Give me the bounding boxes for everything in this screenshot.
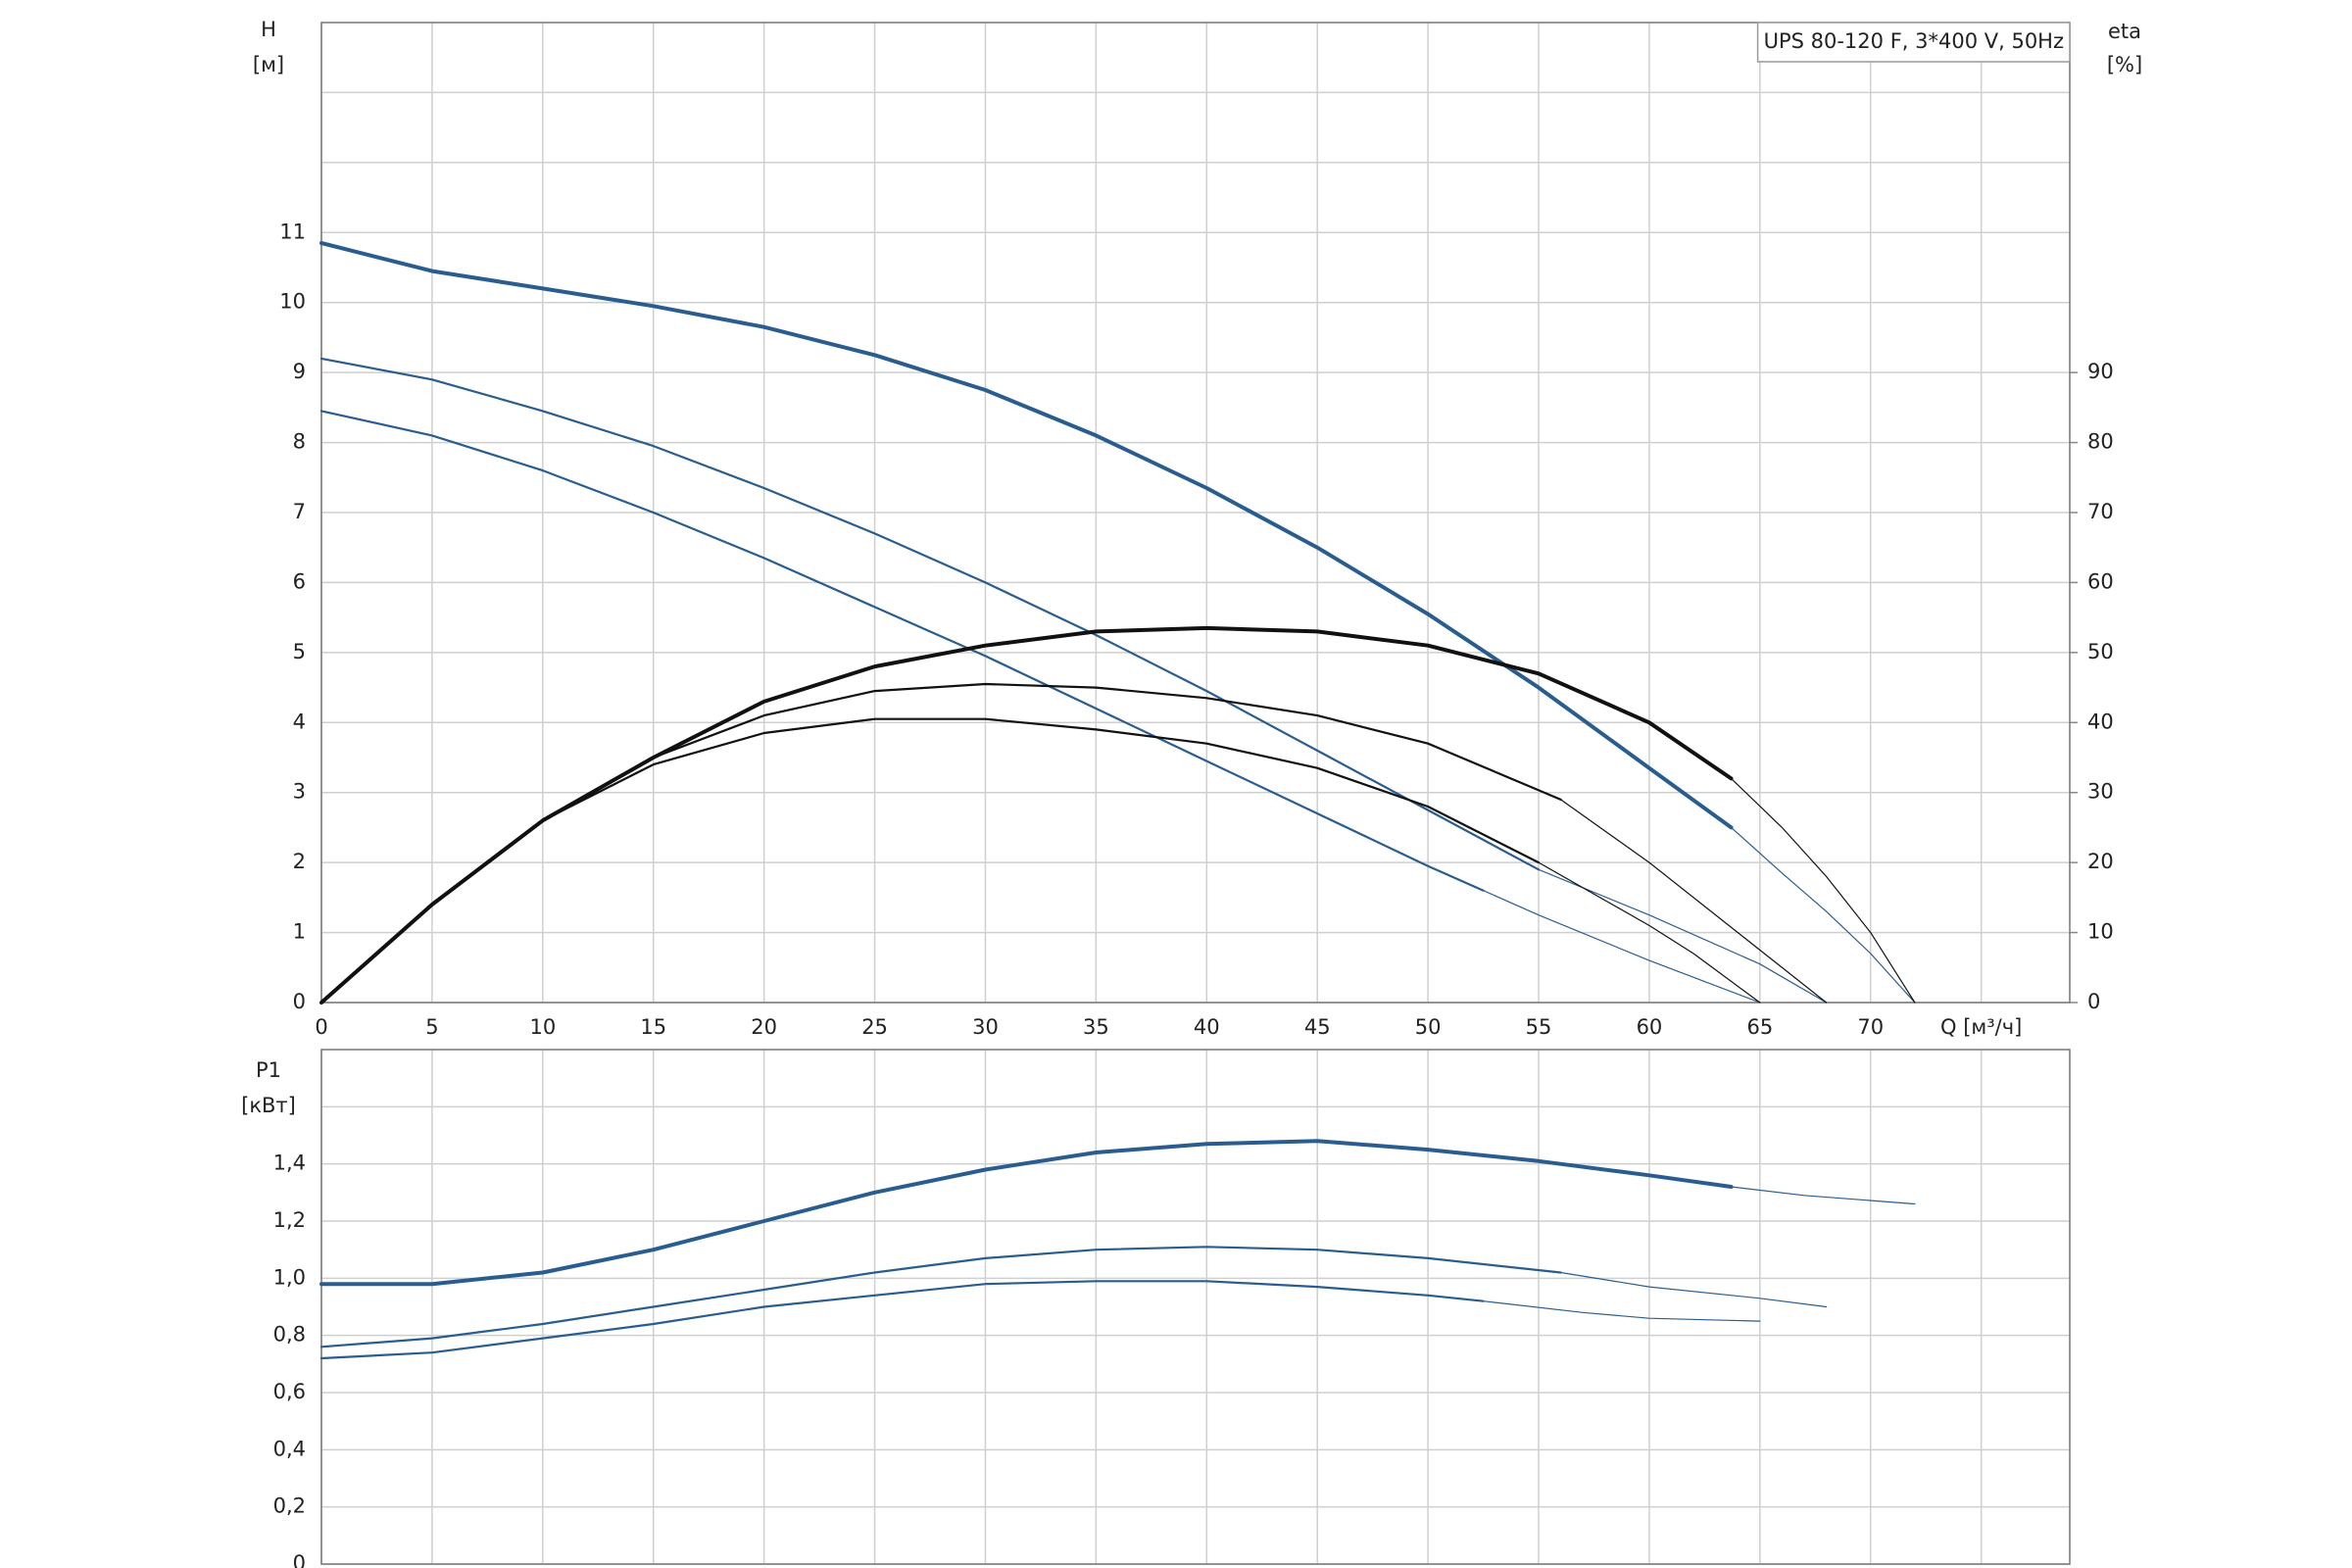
y2-tick-label: 0 [2087, 990, 2100, 1013]
curve [1483, 1300, 1761, 1322]
x-tick-label: 30 [972, 1015, 999, 1039]
y-axis-label: H [261, 18, 276, 41]
y2-tick-label: 90 [2087, 360, 2114, 383]
x-tick-label: 50 [1415, 1015, 1442, 1039]
y-tick-label: 0 [293, 990, 306, 1013]
curve [319, 357, 1541, 871]
y2-tick-label: 60 [2087, 569, 2114, 593]
y-tick-label: 8 [293, 430, 306, 454]
y2-axis-unit: [%] [2107, 53, 2142, 76]
curve [319, 241, 1734, 830]
curve [1538, 861, 1761, 1004]
y2-tick-label: 30 [2087, 780, 2114, 804]
y2-tick-label: 50 [2087, 640, 2114, 663]
y-tick-label: 0,4 [273, 1437, 306, 1460]
y-tick-label: 5 [293, 640, 306, 663]
curve [319, 717, 1541, 1004]
y-tick-label: 11 [279, 220, 306, 243]
x-tick-label: 60 [1637, 1015, 1663, 1039]
curve [319, 1139, 1734, 1287]
x-tick-label: 10 [529, 1015, 556, 1039]
curve [1560, 1271, 1828, 1308]
x-axis-label: Q [м³/ч] [1940, 1015, 2022, 1039]
x-tick-label: 35 [1083, 1015, 1109, 1039]
y-tick-label: 9 [293, 360, 306, 383]
curve [319, 410, 1485, 892]
y-tick-label: 2 [293, 850, 306, 873]
y2-tick-label: 80 [2087, 430, 2114, 454]
y-tick-label: 4 [293, 710, 306, 733]
curve [1560, 799, 1828, 1004]
y2-tick-label: 10 [2087, 920, 2114, 944]
y-tick-label: 7 [293, 500, 306, 523]
x-tick-label: 40 [1194, 1015, 1220, 1039]
y-tick-label: 0,8 [273, 1323, 306, 1347]
y-tick-label: 1 [293, 920, 306, 944]
y2-tick-label: 20 [2087, 850, 2114, 873]
x-tick-label: 5 [425, 1015, 438, 1039]
y-tick-label: 1,0 [273, 1265, 306, 1289]
x-tick-label: 65 [1746, 1015, 1773, 1039]
y2-axis-label: eta [2108, 20, 2141, 43]
y-tick-label: 1,4 [273, 1152, 306, 1175]
y-tick-label: 6 [293, 569, 306, 593]
curve [1483, 890, 1761, 1004]
chart-title: UPS 80-120 F, 3*400 V, 50Hz [1764, 29, 2064, 53]
x-tick-label: 0 [315, 1015, 327, 1039]
y-tick-label: 0,2 [273, 1494, 306, 1518]
curve [319, 625, 1734, 1004]
x-tick-label: 45 [1304, 1015, 1331, 1039]
curve [1538, 868, 1828, 1004]
curve [319, 1280, 1485, 1360]
plot-frame [320, 1049, 2071, 1565]
curve [1730, 826, 1916, 1004]
curve [319, 1246, 1562, 1348]
y-tick-label: 0,6 [273, 1380, 306, 1403]
x-tick-label: 70 [1857, 1015, 1884, 1039]
y-tick-label: 10 [279, 290, 306, 314]
x-tick-label: 25 [861, 1015, 888, 1039]
y-tick-label: 1,2 [273, 1208, 306, 1232]
y-axis-unit: [м] [253, 53, 284, 76]
curve [319, 682, 1562, 1004]
y-axis-unit: [кВт] [241, 1094, 296, 1117]
curve [1730, 777, 1916, 1004]
title-box [1756, 22, 2071, 63]
x-tick-label: 20 [751, 1015, 777, 1039]
y-tick-label: 3 [293, 780, 306, 804]
curve [1730, 1186, 1916, 1205]
x-tick-label: 55 [1526, 1015, 1552, 1039]
y2-tick-label: 70 [2087, 500, 2114, 523]
y-tick-label: 0 [293, 1551, 306, 1568]
y2-tick-label: 40 [2087, 710, 2114, 733]
y-axis-label: P1 [256, 1058, 281, 1082]
plot-frame [320, 22, 2071, 1004]
x-tick-label: 15 [640, 1015, 666, 1039]
